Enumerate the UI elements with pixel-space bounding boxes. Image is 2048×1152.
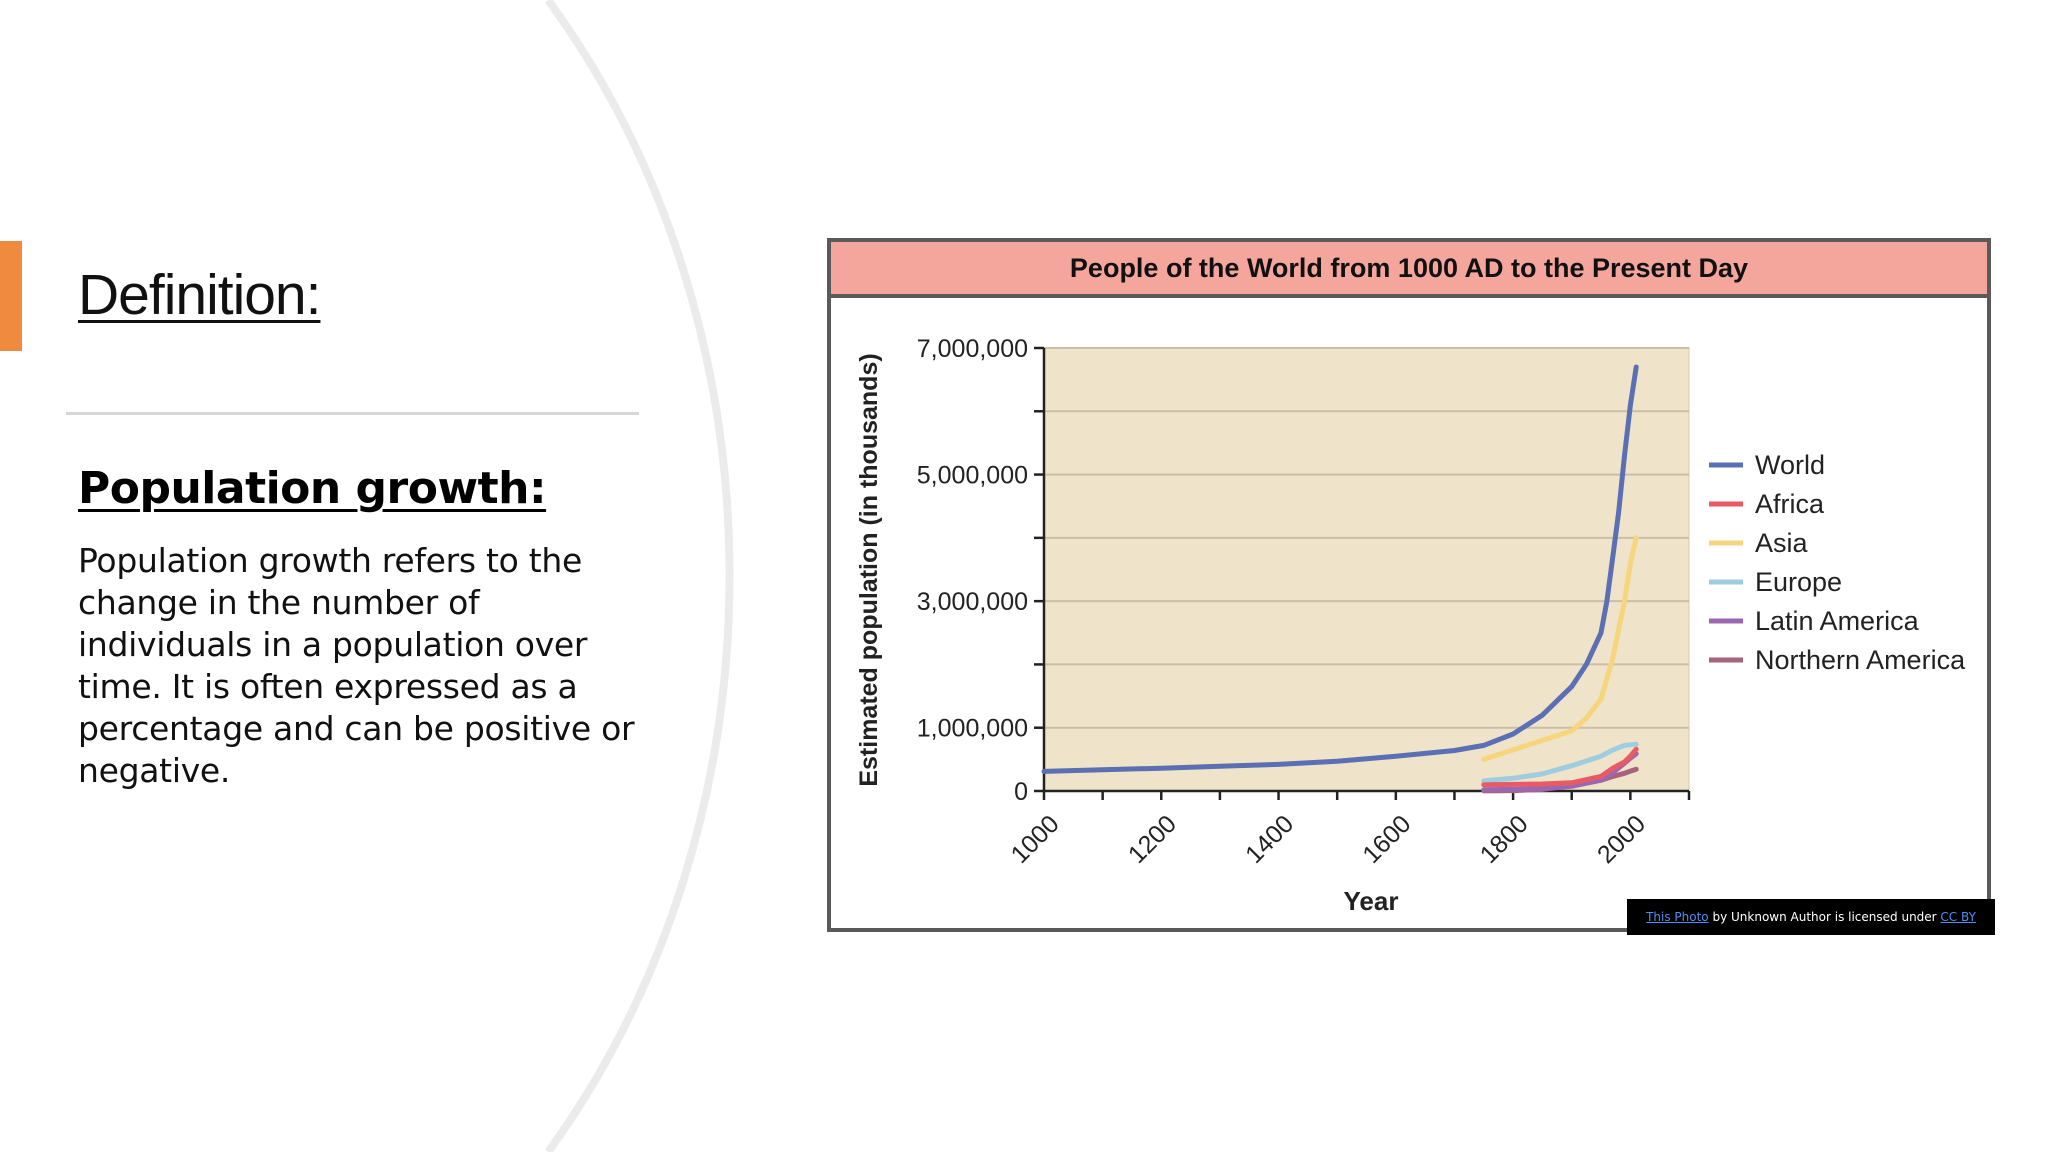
x-tick-label: 1400 bbox=[1240, 810, 1299, 869]
legend-label: World bbox=[1755, 450, 1825, 480]
y-tick-label: 3,000,000 bbox=[917, 588, 1028, 616]
legend-label: Africa bbox=[1755, 489, 1825, 519]
slide-title: Definition: bbox=[78, 263, 321, 327]
x-tick-label: 2000 bbox=[1592, 810, 1651, 869]
y-tick-label: 1,000,000 bbox=[917, 715, 1028, 743]
legend-label: Latin America bbox=[1755, 606, 1920, 636]
section-heading: Population growth: bbox=[78, 463, 547, 514]
accent-bar bbox=[0, 241, 22, 351]
series-line-africa bbox=[1481, 746, 1639, 788]
chart-header: People of the World from 1000 AD to the … bbox=[831, 242, 1987, 298]
photo-link[interactable]: This Photo bbox=[1646, 910, 1709, 924]
legend-label: Asia bbox=[1755, 528, 1809, 558]
y-axis-label: Estimated population (in thousands) bbox=[855, 353, 883, 786]
series-line-asia bbox=[1481, 535, 1639, 762]
legend-label: Northern America bbox=[1755, 645, 1966, 675]
plot-area bbox=[1043, 347, 1690, 792]
x-tick-label: 1600 bbox=[1357, 810, 1416, 869]
x-tick-label: 1800 bbox=[1475, 810, 1534, 869]
y-tick-label: 0 bbox=[1014, 778, 1028, 806]
x-tick-label: 1200 bbox=[1123, 810, 1182, 869]
attribution-bar: This Photo by Unknown Author is licensed… bbox=[1627, 899, 1995, 935]
y-tick-label: 5,000,000 bbox=[917, 462, 1028, 490]
attribution-text: by Unknown Author is licensed under bbox=[1708, 910, 1941, 924]
definition-text: Population growth refers to the change i… bbox=[78, 541, 635, 790]
y-tick-label: 7,000,000 bbox=[917, 335, 1028, 363]
divider-line bbox=[66, 412, 639, 415]
x-tick-label: 1000 bbox=[1006, 810, 1065, 869]
population-chart: 0 1,000,000 3,000,000 5,000,000 7,000,000 100… bbox=[855, 335, 1966, 916]
license-link[interactable]: CC BY bbox=[1940, 910, 1976, 924]
chart-frame: People of the World from 1000 AD to the … bbox=[827, 238, 1991, 932]
series-line-europe bbox=[1481, 741, 1639, 784]
legend-label: Europe bbox=[1755, 567, 1842, 597]
chart-title: People of the World from 1000 AD to the … bbox=[1069, 252, 1749, 283]
series-line-world bbox=[1041, 364, 1639, 774]
x-axis-label: Year bbox=[1344, 886, 1399, 916]
